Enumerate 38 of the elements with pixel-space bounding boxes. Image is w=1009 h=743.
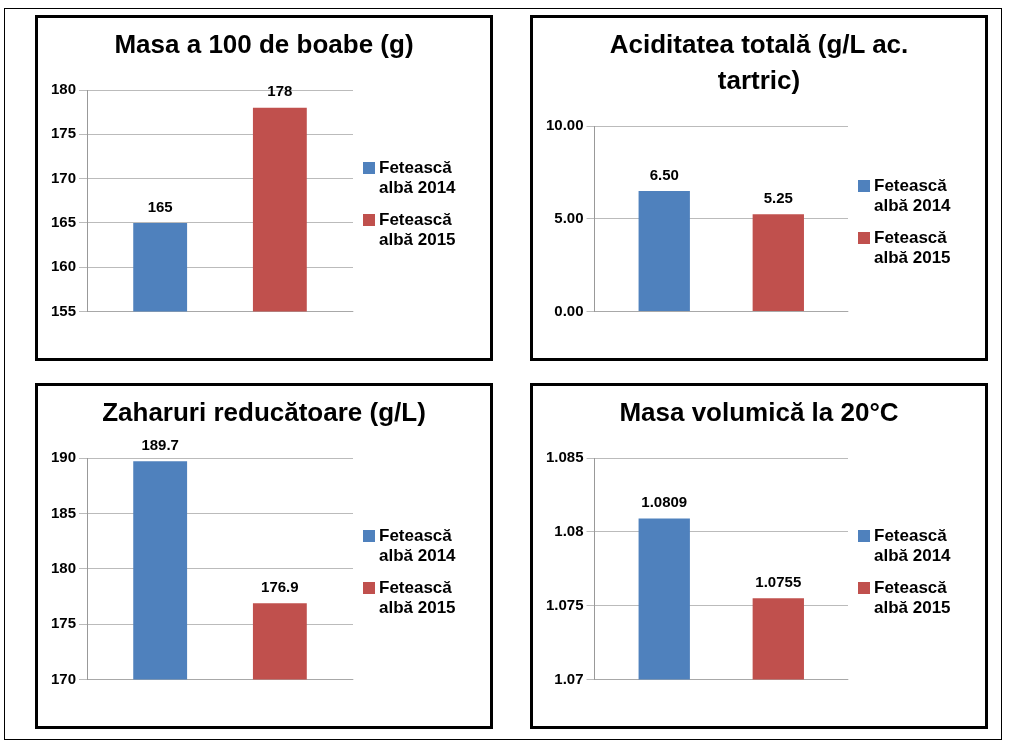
y-tick-label: 1.08: [554, 522, 584, 540]
y-tick-label: 160: [51, 257, 77, 275]
y-tick-label: 190: [51, 448, 77, 466]
y-tick-label: 180: [51, 80, 77, 98]
data-label: 176.9: [261, 577, 299, 595]
y-tick-label: 175: [51, 614, 77, 632]
y-tick-label: 1.075: [545, 595, 584, 613]
y-tick-label: 155: [51, 301, 77, 319]
y-tick-label: 170: [51, 669, 77, 687]
y-tick-label: 10.00: [545, 116, 584, 134]
y-tick-label: 175: [51, 124, 77, 142]
legend-label: Fetească albă 2014: [379, 526, 457, 566]
legend-label: Fetească albă 2015: [874, 228, 952, 268]
legend-label: Fetească albă 2015: [874, 578, 952, 618]
y-tick-label: 185: [51, 503, 77, 521]
legend-label: Fetească albă 2014: [874, 526, 952, 566]
chart-title: Zaharuri reducătoare (g/L): [101, 396, 427, 429]
y-tick-label: 1.085: [545, 448, 584, 466]
chart-title: Aciditatea totală (g/L ac. tartric): [608, 28, 910, 97]
y-tick-label: 0.00: [554, 301, 584, 319]
data-label: 1.0755: [755, 572, 802, 590]
data-label: 5.25: [763, 188, 793, 206]
legend-label: Fetească albă 2015: [379, 210, 457, 250]
data-label: 6.50: [649, 165, 679, 183]
chart-title: Masa volumică la 20°C: [618, 396, 900, 429]
y-tick-label: 165: [51, 213, 77, 231]
data-label: 1.0809: [641, 493, 688, 511]
legend-label: Fetească albă 2014: [874, 176, 952, 216]
chart-title: Masa a 100 de boabe (g): [113, 28, 415, 61]
legend-label: Fetească albă 2014: [379, 158, 457, 198]
legend-label: Fetească albă 2015: [379, 578, 457, 618]
data-label: 165: [147, 197, 173, 215]
data-label: 178: [267, 82, 293, 100]
y-tick-label: 170: [51, 168, 77, 186]
y-tick-label: 5.00: [554, 208, 584, 226]
y-tick-label: 1.07: [554, 669, 584, 687]
y-tick-label: 180: [51, 558, 77, 576]
data-label: 189.7: [141, 435, 179, 453]
